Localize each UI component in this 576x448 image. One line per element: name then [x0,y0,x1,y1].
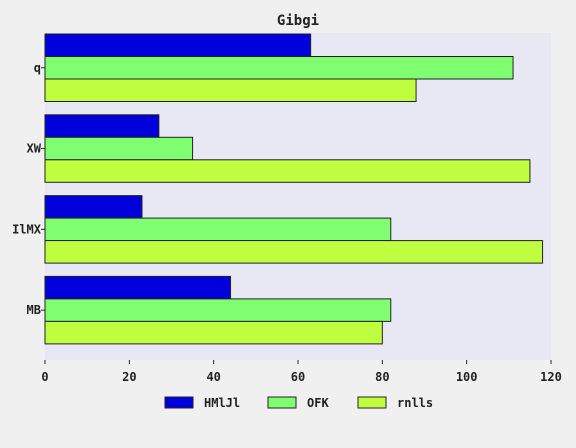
bar-OFK-XW [44,136,194,161]
bar-HMlJl-MB [44,275,232,300]
legend-swatch-HMlJl [164,396,194,409]
legend: HMlJl OFK rnlls [164,396,433,410]
x-tick-label: 20 [122,370,136,384]
bar-HMlJl-IlMX [44,195,143,219]
legend-label-rnlls: rnlls [397,396,433,410]
legend-label-OFK: OFK [307,396,329,410]
x-tick-label: 40 [206,370,220,384]
legend-swatch-OFK [267,396,297,409]
y-tick-label: MB [27,303,41,317]
chart-title: Gibgi [277,13,319,29]
x-tick-label: 100 [456,370,478,384]
x-tick-label: 0 [41,370,48,384]
bar-OFK-q [44,56,514,80]
bar-rnlls-q [44,78,417,102]
y-tick-label: XW [27,142,42,156]
x-tick-label: 60 [291,370,305,384]
legend-swatch-rnlls [357,396,387,409]
bar-rnlls-IlMX [44,240,544,264]
y-tick-label: IlMX [12,222,42,236]
bar-OFK-IlMX [44,217,392,242]
x-tick-label: 120 [540,370,562,384]
bar-rnlls-XW [44,159,531,183]
y-tick-label: q [34,61,41,75]
bar-HMlJl-XW [44,114,160,138]
legend-label-HMlJl: HMlJl [204,396,240,410]
x-tick-label: 80 [375,370,389,384]
bar-rnlls-MB [44,320,383,345]
bar-HMlJl-q [44,33,312,57]
bar-OFK-MB [44,298,392,322]
